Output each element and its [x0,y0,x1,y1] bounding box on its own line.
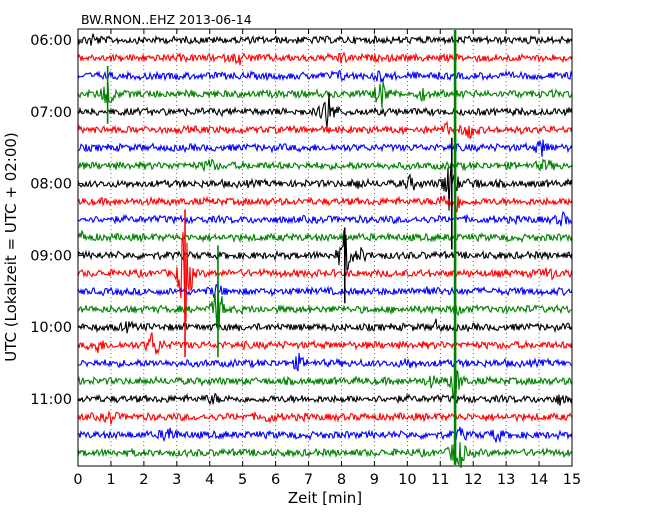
seismic-trace [77,276,573,331]
seismic-trace [77,318,573,334]
seismic-trace [77,81,573,109]
x-tick-label: 0 [73,472,82,488]
y-tick-label: 07:00 [30,105,72,121]
seismic-trace [77,120,573,140]
trace-group [77,33,573,469]
y-axis-label: UTC (Lokalzeit = UTC + 02:00) [2,132,20,362]
x-tick-label: 7 [304,472,313,488]
x-tick-label: 13 [497,472,515,488]
seismic-trace [77,426,573,444]
seismic-trace [77,284,573,299]
seismic-trace [77,410,573,425]
x-tick-label: 15 [563,472,581,488]
seismic-trace [77,352,573,372]
x-tick-label: 1 [106,472,115,488]
seismic-trace [77,139,573,157]
x-tick-label: 11 [431,472,449,488]
y-axis-ticks: 06:00 07:00 08:00 09:00 10:00 11:00 [30,33,572,408]
seismic-trace [77,392,573,406]
chart-title: BW.RNON..EHZ 2013-06-14 [81,12,252,27]
x-tick-label: 9 [370,472,379,488]
x-grid-lines [110,29,540,466]
seismic-trace [77,195,573,213]
y-tick-label: 06:00 [30,33,72,49]
seismic-trace [77,232,573,322]
y-tick-label: 08:00 [30,177,72,193]
x-tick-label: 3 [172,472,181,488]
y-tick-label: 09:00 [30,248,72,264]
seismic-trace [77,442,573,469]
seismic-trace [77,229,573,273]
seismic-trace [77,69,573,84]
x-tick-label: 4 [205,472,214,488]
seismic-trace [77,332,573,355]
x-axis-ticks: 0 1 2 3 4 5 6 7 8 9 10 11 12 13 14 15 [73,29,581,488]
seismic-trace [77,230,573,244]
x-tick-label: 2 [139,472,148,488]
seismic-trace [77,359,573,398]
seismic-trace [77,33,573,46]
x-tick-label: 12 [464,472,482,488]
seismic-trace [77,91,573,128]
seismic-trace [77,51,573,66]
seismic-trace [77,165,573,211]
x-tick-label: 6 [271,472,280,488]
y-tick-label: 11:00 [30,392,72,408]
x-tick-label: 8 [337,472,346,488]
event-group [106,30,457,465]
x-axis-label: Zeit [min] [288,489,362,507]
seismic-trace [77,158,573,173]
y-tick-label: 10:00 [30,320,72,336]
plot-frame [77,28,573,467]
x-tick-label: 10 [398,472,416,488]
seismic-trace [77,210,573,227]
x-tick-label: 5 [238,472,247,488]
x-tick-label: 14 [530,472,548,488]
